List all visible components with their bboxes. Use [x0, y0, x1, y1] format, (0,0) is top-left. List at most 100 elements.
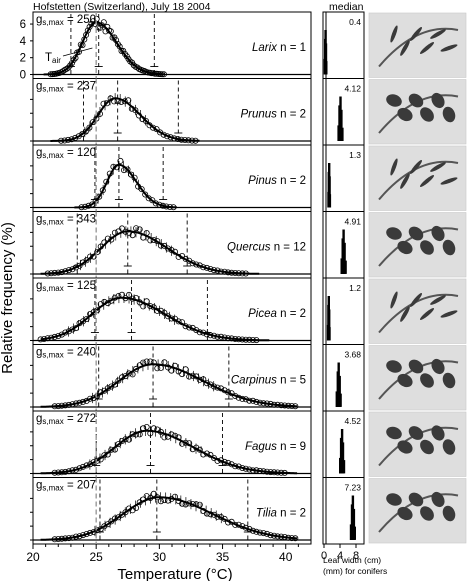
data-point	[168, 367, 175, 374]
specimen-branch	[378, 293, 459, 334]
data-point	[249, 336, 256, 343]
data-point	[239, 395, 246, 402]
data-point	[58, 402, 65, 409]
leaf-width-bar	[328, 327, 331, 341]
data-point	[76, 465, 83, 472]
data-point	[171, 135, 178, 142]
data-point	[232, 392, 239, 399]
data-point	[221, 334, 228, 341]
data-point	[175, 253, 182, 260]
data-point	[239, 523, 246, 530]
specimen-leaf	[410, 292, 422, 308]
data-point	[138, 186, 145, 193]
data-point	[157, 364, 164, 371]
median-value: 0.4	[349, 17, 361, 27]
data-point	[256, 467, 263, 474]
species-label: Prunus n = 2	[240, 109, 306, 121]
specimen-leaf	[410, 26, 422, 42]
data-point	[253, 467, 260, 474]
data-point	[65, 328, 72, 335]
data-point	[235, 521, 242, 528]
specimen-leaf	[419, 42, 435, 54]
data-point	[119, 291, 126, 298]
data-point	[267, 400, 274, 407]
data-point	[101, 452, 108, 459]
data-point	[214, 384, 221, 391]
gsmax-label: gs,max = 207	[36, 480, 96, 493]
data-point	[72, 55, 79, 62]
x-tick-label: 25	[90, 550, 104, 564]
data-point	[253, 528, 260, 535]
leaf-width-bar	[339, 393, 342, 407]
data-point	[203, 331, 210, 338]
data-point	[70, 57, 77, 64]
data-point	[221, 515, 228, 522]
data-point	[154, 365, 161, 372]
data-point	[179, 500, 186, 507]
data-point	[65, 401, 72, 408]
specimen-photo	[368, 12, 467, 78]
data-point	[168, 431, 175, 438]
specimen-leaf	[408, 359, 424, 374]
data-point	[214, 513, 221, 520]
data-point	[128, 105, 135, 112]
data-point	[83, 531, 90, 538]
data-point	[274, 401, 281, 408]
data-point	[147, 303, 154, 310]
data-point	[221, 458, 228, 465]
leaf-width-bar	[338, 375, 341, 407]
data-point	[51, 469, 58, 476]
specimen-leaf	[431, 491, 445, 508]
data-point	[196, 501, 203, 508]
data-point	[186, 500, 193, 507]
data-point	[188, 137, 195, 144]
specimen-leaf	[397, 240, 413, 255]
data-point	[214, 333, 221, 340]
data-point	[232, 269, 239, 276]
specimen-leaf	[390, 158, 398, 176]
data-point	[161, 434, 168, 441]
data-point	[136, 226, 143, 233]
data-point	[179, 319, 186, 326]
data-point	[196, 376, 203, 383]
data-point	[263, 468, 270, 475]
data-point	[217, 333, 224, 340]
data-point	[129, 295, 136, 302]
data-point	[167, 134, 174, 141]
data-point	[263, 530, 270, 537]
data-point	[120, 47, 127, 54]
data-point	[161, 497, 168, 504]
data-point	[73, 533, 80, 540]
gsmax-label: gs,max = 240	[36, 347, 96, 360]
data-point	[225, 519, 232, 526]
specimen-leaf	[420, 240, 434, 255]
leaf-width-bar	[328, 309, 331, 341]
data-point	[253, 337, 260, 344]
data-point	[101, 298, 108, 305]
data-point	[118, 48, 125, 55]
data-point	[153, 126, 160, 133]
data-point	[63, 65, 70, 72]
data-point	[73, 264, 80, 271]
data-point	[85, 202, 92, 209]
data-point	[119, 374, 126, 381]
data-point	[106, 170, 113, 177]
data-point	[235, 394, 242, 401]
leaf-width-bar	[353, 526, 356, 540]
data-point	[170, 204, 177, 211]
data-point	[119, 437, 126, 444]
data-point	[69, 266, 76, 273]
specimen-leaf	[430, 295, 446, 305]
panel-fagus: gs,max = 272 Fagus n = 9 4.52	[30, 410, 467, 478]
leaf-width-bar	[343, 242, 346, 274]
data-point	[131, 174, 138, 181]
data-point	[164, 245, 171, 252]
specimen-leaf	[408, 426, 424, 440]
species-label: Larix n = 1	[252, 42, 306, 54]
data-point	[83, 257, 90, 264]
data-point	[99, 22, 106, 29]
leaf-width-bar	[352, 508, 356, 540]
data-point	[278, 533, 285, 540]
data-point	[121, 98, 128, 105]
data-point	[58, 137, 65, 144]
